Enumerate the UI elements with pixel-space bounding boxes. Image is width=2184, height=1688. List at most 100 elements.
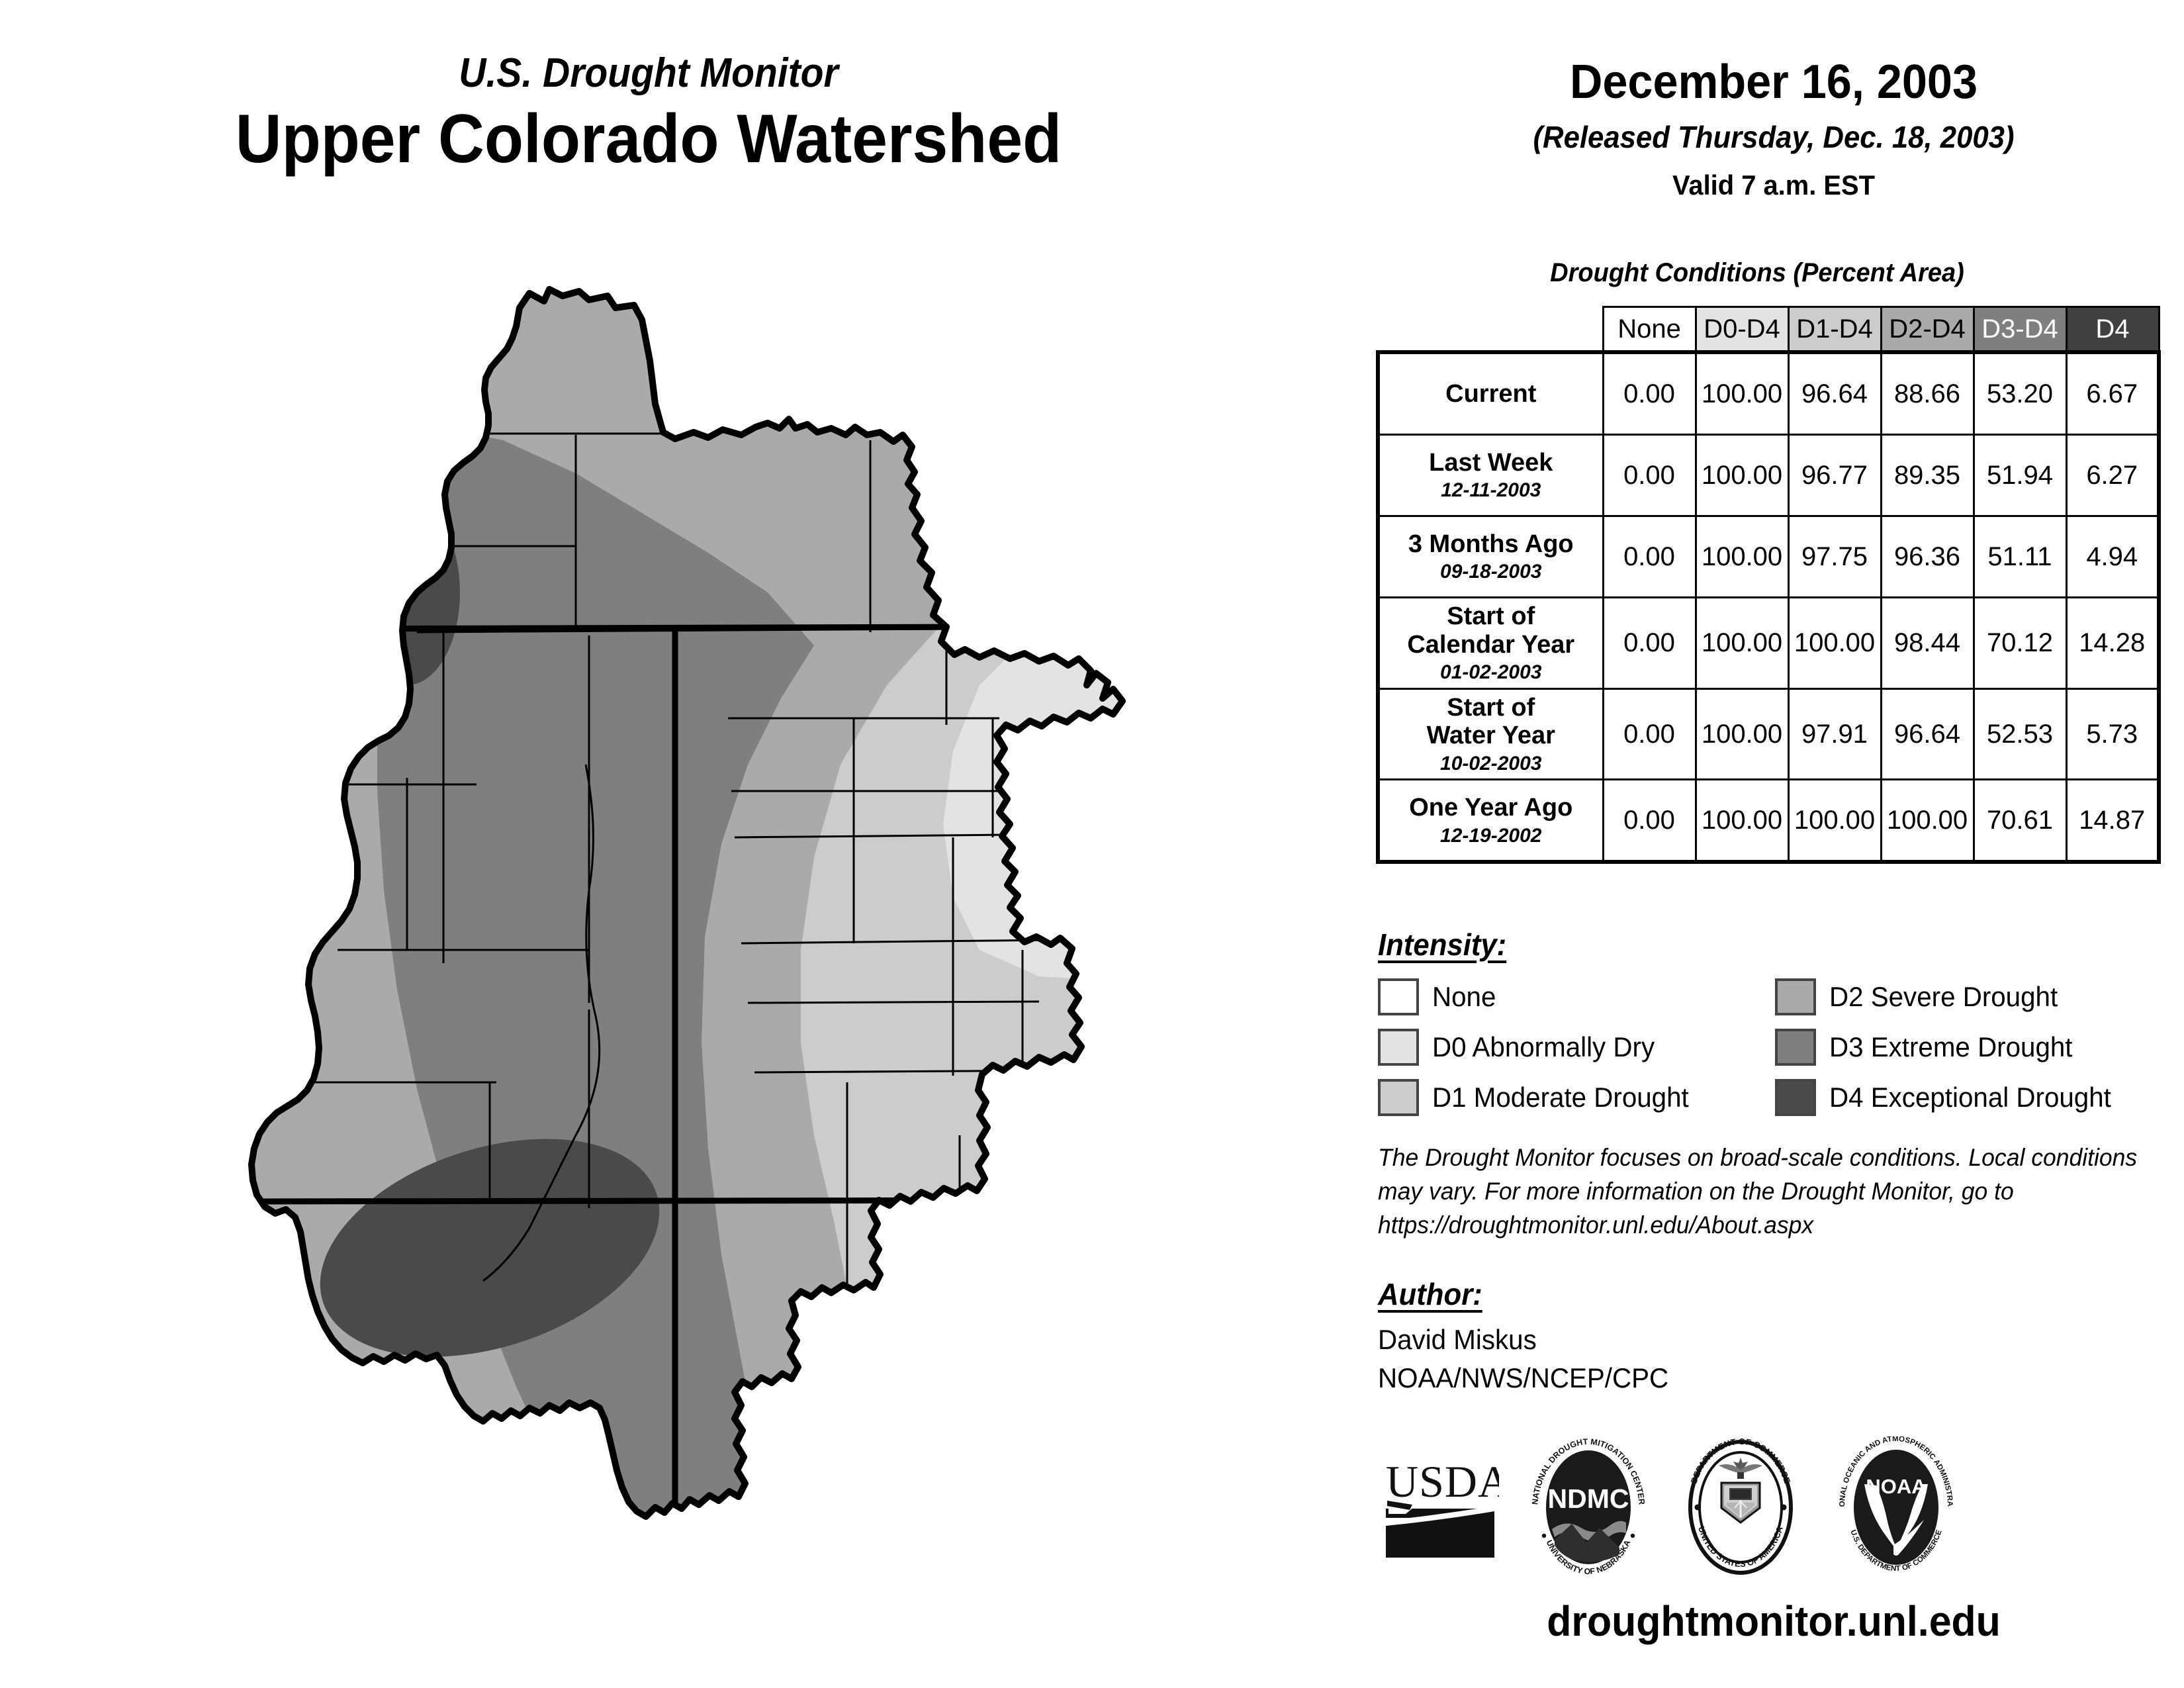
cell-d1-d4: 100.00 (1787, 778, 1882, 865)
ndmc-wordmark: NDMC (1548, 1483, 1629, 1514)
legend-label: D4 Exceptional Drought (1829, 1082, 2111, 1113)
legend-label: D2 Severe Drought (1829, 981, 2058, 1012)
legend-label: D1 Moderate Drought (1432, 1082, 1689, 1113)
row-label: One Year Ago 12-19-2002 (1376, 778, 1604, 865)
legend-swatch (1775, 1079, 1816, 1116)
column-header-d1d4: D1-D4 (1787, 306, 1882, 354)
table-row: Start of Water Year 10-02-2003 0.00 100.00 97… (1376, 687, 2161, 781)
cell-d4: 5.73 (2065, 687, 2161, 781)
footer-url[interactable]: droughtmonitor.unl.edu (1547, 1597, 2001, 1645)
legend-item: D4 Exceptional Drought (1775, 1079, 2179, 1116)
cell-d1-d4: 96.64 (1787, 350, 1882, 436)
svg-text:USDA: USDA (1386, 1456, 1499, 1507)
row-label-text: Start of Calendar Year (1407, 602, 1575, 659)
ndmc-logo: NATIONAL DROUGHT MITIGATION CENTER UNIVE… (1525, 1436, 1651, 1582)
cell-d0-d4: 100.00 (1694, 596, 1790, 690)
table-row: Last Week 12-11-2003 0.00 100.00 96.77 89.35 5… (1376, 434, 2161, 517)
cell-none: 0.00 (1602, 596, 1697, 690)
cell-d2-d4: 96.64 (1880, 687, 1975, 781)
column-header-d4: D4 (2065, 306, 2160, 354)
legend-item: None (1378, 978, 1775, 1015)
column-header-d2d4: D2-D4 (1880, 306, 1975, 354)
row-date: 10-02-2003 (1440, 752, 1542, 774)
table-row: Start of Calendar Year 01-02-2003 0.00 100.0… (1376, 596, 2161, 690)
noaa-wordmark: NOAA (1866, 1475, 1926, 1498)
row-label-text: Start of Water Year (1426, 693, 1555, 750)
legend-item: D2 Severe Drought (1775, 978, 2179, 1015)
legend-item: D0 Abnormally Dry (1378, 1029, 1775, 1066)
usda-logo: USDA (1383, 1452, 1510, 1568)
svg-text:UNITED STATES OF AMERICA: UNITED STATES OF AMERICA (1696, 1524, 1785, 1569)
table-caption: Drought Conditions (Percent Area) (1550, 258, 1964, 287)
legend-swatch (1378, 978, 1419, 1015)
cell-none: 0.00 (1602, 350, 1697, 436)
valid-time: Valid 7 a.m. EST (1672, 169, 1876, 201)
map-svg[interactable] (218, 261, 1165, 1572)
row-label: Current (1376, 350, 1604, 436)
map-date: December 16, 2003 (1569, 56, 1978, 109)
cell-d0-d4: 100.00 (1694, 778, 1790, 865)
drought-map[interactable] (218, 261, 1165, 1572)
row-date: 12-19-2002 (1440, 824, 1542, 847)
cell-d2-d4: 96.36 (1880, 515, 1975, 598)
cell-d3-d4: 53.20 (1972, 350, 2068, 436)
legend-label: D0 Abnormally Dry (1432, 1031, 1655, 1062)
table-corner-cell (1378, 307, 1603, 353)
cell-d2-d4: 98.44 (1880, 596, 1975, 690)
column-header-d0d4: D0-D4 (1694, 306, 1790, 354)
cell-d4: 6.27 (2065, 434, 2161, 517)
cell-d3-d4: 51.94 (1972, 434, 2068, 517)
cell-d2-d4: 100.00 (1880, 778, 1975, 865)
legend-item: D3 Extreme Drought (1775, 1029, 2179, 1066)
row-date: 12-11-2003 (1441, 479, 1541, 502)
page-title: Upper Colorado Watershed (235, 101, 1062, 177)
legend-swatch (1775, 1029, 1816, 1066)
cell-d2-d4: 89.35 (1880, 434, 1975, 517)
cell-none: 0.00 (1602, 687, 1697, 781)
row-date: 09-18-2003 (1440, 561, 1542, 583)
cell-d3-d4: 51.11 (1972, 515, 2068, 598)
map-region-d4-southwest (320, 1139, 660, 1357)
table-row: One Year Ago 12-19-2002 0.00 100.00 100.00 10… (1376, 778, 2161, 865)
cell-d1-d4: 97.91 (1787, 687, 1882, 781)
cell-d1-d4: 100.00 (1787, 596, 1882, 690)
noaa-logo: NATIONAL OCEANIC AND ATMOSPHERIC ADMINIS… (1827, 1430, 1962, 1582)
legend-label: None (1432, 981, 1496, 1012)
cell-d4: 6.67 (2065, 350, 2161, 436)
row-date: 01-02-2003 (1440, 661, 1542, 684)
cell-d2-d4: 88.66 (1880, 350, 1975, 436)
cell-none: 0.00 (1602, 434, 1697, 517)
cell-d4: 14.28 (2065, 596, 2161, 690)
row-label-text: Current (1445, 379, 1537, 408)
legend-item: D1 Moderate Drought (1378, 1079, 1775, 1116)
author-name: David Miskus (1378, 1324, 1537, 1355)
disclaimer-text: The Drought Monitor focuses on broad-sca… (1378, 1144, 2138, 1239)
legend-swatch (1378, 1029, 1419, 1066)
row-label-text: Last Week (1429, 448, 1553, 477)
author-heading: Author: (1378, 1277, 1482, 1311)
row-label: Start of Calendar Year 01-02-2003 (1376, 596, 1604, 690)
column-header-none: None (1602, 306, 1697, 354)
table-body: Current 0.00 100.00 96.64 88.66 53.20 6.67 Last… (1376, 350, 2161, 865)
row-label: Last Week 12-11-2003 (1376, 434, 1604, 517)
cell-d0-d4: 100.00 (1694, 350, 1790, 436)
table-row: Current 0.00 100.00 96.64 88.66 53.20 6.67 (1376, 350, 2161, 436)
program-title: U.S. Drought Monitor (459, 50, 839, 96)
cell-d1-d4: 97.75 (1787, 515, 1882, 598)
table-row: 3 Months Ago 09-18-2003 0.00 100.00 97.75 96.… (1376, 515, 2161, 598)
legend-label: D3 Extreme Drought (1829, 1031, 2073, 1062)
right-panel: December 16, 2003 (Released Thursday, De… (1363, 0, 2184, 1688)
basin-outline (248, 286, 1126, 1520)
cell-d0-d4: 100.00 (1694, 515, 1790, 598)
department-of-commerce-seal: DEPARTMENT OF COMMERCE UNITED STATES OF … (1678, 1436, 1803, 1582)
row-label: Start of Water Year 10-02-2003 (1376, 687, 1604, 781)
author-block: David Miskus NOAA/NWS/NCEP/CPC (1378, 1321, 1668, 1397)
row-label-text: One Year Ago (1409, 794, 1573, 822)
table-header-row: None D0-D4 D1-D4 D2-D4 D3-D4 D4 (1378, 306, 2160, 354)
cell-d4: 14.87 (2065, 778, 2161, 865)
cell-d0-d4: 100.00 (1694, 687, 1790, 781)
cell-d3-d4: 52.53 (1972, 687, 2068, 781)
doc-ring-bottom: UNITED STATES OF AMERICA (1696, 1524, 1785, 1569)
cell-d4: 4.94 (2065, 515, 2161, 598)
intensity-heading: Intensity: (1378, 927, 1507, 962)
